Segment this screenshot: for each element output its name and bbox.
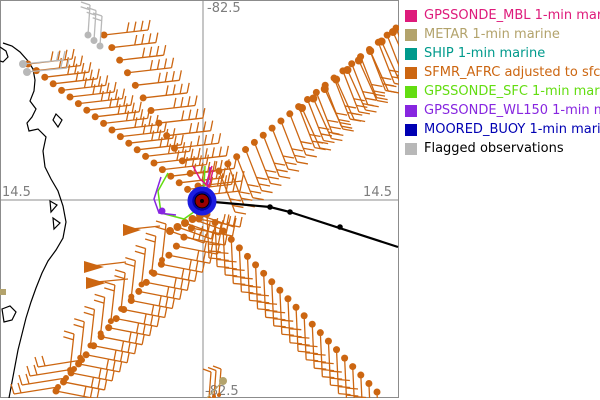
legend-item-sfmr-afrc: SFMR_AFRC adjusted to sfc: [405, 65, 600, 80]
wind-barb-arm-bottom-edge-stubs: [202, 365, 222, 398]
legend-label: SFMR_AFRC adjusted to sfc: [424, 65, 600, 80]
wind-barb-arm-flagged-top: [80, 1, 104, 50]
wind-barb-arm-ne-leg-double: [298, 28, 399, 151]
legend-item-gpssonde-sfc: GPSSONDE_SFC 1-min marine: [405, 84, 600, 99]
islet: [52, 216, 61, 231]
legend-swatch: [405, 86, 417, 98]
metar-observations: [0, 289, 227, 398]
legend-swatch: [405, 124, 417, 136]
gpssonde-wl150-track: [153, 176, 177, 216]
legend-label: GPSSONDE_WL150 1-min mar: [424, 103, 600, 118]
track-position-marker: [267, 204, 273, 210]
legend-label: Flagged observations: [424, 141, 564, 156]
legend-item-gpssonde-mbl: GPSSONDE_MBL 1-min marine: [405, 8, 600, 23]
legend-swatch: [405, 143, 417, 155]
legend-swatch: [405, 10, 417, 22]
latitude-label-right: 14.5: [363, 185, 392, 200]
track-position-marker: [337, 224, 343, 230]
pennant-flag: [123, 224, 141, 236]
pennant-flag: [86, 277, 106, 289]
storm-center-dot: [200, 199, 204, 203]
longitude-label-top: -82.5: [207, 1, 241, 16]
legend-swatch: [405, 67, 417, 79]
legend-item-ship: SHIP 1-min marine: [405, 46, 600, 61]
wind-barb-arm-sw-leg-up-barbs: [63, 220, 167, 373]
metar-obs: [0, 289, 6, 295]
legend-item-metar: METAR 1-min marine: [405, 27, 600, 42]
legend-swatch: [405, 29, 417, 41]
wind-barb-arm-flagged-coast: [19, 50, 70, 76]
track-position-marker: [287, 209, 293, 215]
latitude-label-left: 14.5: [2, 185, 31, 200]
wind-barb-arm-center-cluster: [166, 211, 237, 244]
storm-track: [202, 199, 399, 249]
wind-barb-arm-sw-leg: [52, 214, 243, 398]
legend-item-gpssonde-wl150: GPSSONDE_WL150 1-min mar: [405, 103, 600, 118]
map-layers: [0, 0, 399, 398]
gpssonde-wl150-splash: [158, 207, 166, 215]
wind-barb-arms: [10, 1, 399, 398]
legend-label: GPSSONDE_MBL 1-min marine: [424, 8, 600, 23]
legend-swatch: [405, 105, 417, 117]
islet: [52, 112, 63, 129]
islet: [1, 305, 17, 323]
map-frame: [0, 0, 399, 398]
wind-barb-arm-ne-leg: [215, 24, 399, 215]
legend-label: GPSSONDE_SFC 1-min marine: [424, 84, 600, 99]
legend-item-flagged: Flagged observations: [405, 141, 600, 156]
wind-barb-arm-sw-end-fan: [10, 355, 85, 395]
edge-peninsula: [0, 46, 9, 63]
legend-item-moored-buoy: MOORED_BUOY 1-min marine: [405, 122, 600, 137]
wind-barb-arm-nw-leg-inner: [100, 19, 245, 190]
pennant-flag: [84, 261, 104, 273]
coastlines: [0, 42, 67, 398]
gpssonde-mbl-track: [192, 165, 214, 189]
metar-obs: [219, 377, 227, 385]
legend-label: SHIP 1-min marine: [424, 46, 546, 61]
legend: GPSSONDE_MBL 1-min marine METAR 1-min ma…: [400, 4, 600, 162]
pennant-flags: [83, 224, 161, 289]
wind-barb-arm-se-leg: [203, 210, 381, 398]
legend-label: METAR 1-min marine: [424, 27, 560, 42]
islet: [49, 199, 58, 214]
legend-label: MOORED_BUOY 1-min marine: [424, 122, 600, 137]
legend-swatch: [405, 48, 417, 60]
gpssonde-mbl-track: [205, 165, 213, 185]
storm-center-symbol: [187, 186, 217, 216]
mainland-coast: [2, 42, 67, 398]
